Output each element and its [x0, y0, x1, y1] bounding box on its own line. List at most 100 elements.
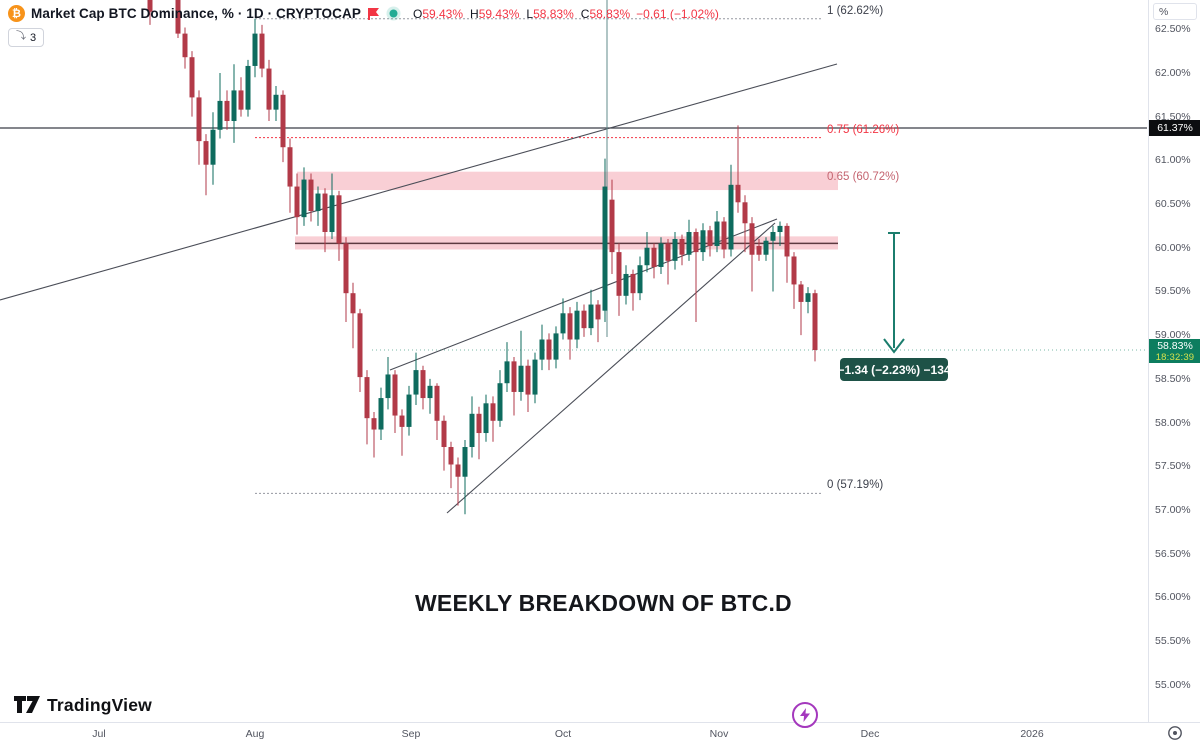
- time-tick-label: 2026: [1020, 728, 1044, 740]
- ohlc-item: L58.83%: [526, 6, 574, 21]
- candle-body: [602, 186, 608, 311]
- trendline[interactable]: [446, 222, 776, 514]
- candle-body: [763, 240, 769, 255]
- trendline[interactable]: [0, 63, 838, 301]
- fib-level-label[interactable]: 0.75 (61.26%): [827, 123, 900, 136]
- gear-icon: [1168, 726, 1182, 740]
- price-tick-label: 62.50%: [1155, 23, 1191, 36]
- candle-body: [644, 247, 650, 266]
- candle-body: [532, 359, 538, 395]
- candle-body: [434, 385, 440, 421]
- object-tree-collapse-button[interactable]: ⤵ 3: [8, 28, 45, 47]
- candle-body: [679, 238, 685, 255]
- candle-body: [791, 256, 797, 285]
- candle-body: [448, 447, 454, 465]
- candle-body: [784, 225, 790, 257]
- candle-body: [238, 90, 244, 110]
- candle-body: [609, 199, 615, 253]
- time-tick-label: Dec: [860, 728, 880, 740]
- price-tick-label: 59.50%: [1155, 285, 1191, 298]
- tradingview-logo-text: TradingView: [47, 695, 152, 715]
- candle-body: [294, 186, 300, 218]
- candle-body: [371, 418, 377, 430]
- price-tick-label: 55.50%: [1155, 635, 1191, 648]
- price-axis[interactable]: % 62.50% 62.00% 61.50% 61.00% 60.50% 60.00% 59…: [1148, 0, 1200, 722]
- ohlc-item: H59.43%: [470, 6, 520, 21]
- price-tick-label: 55.00%: [1155, 678, 1191, 691]
- candle-body: [749, 223, 755, 255]
- candle-body: [616, 252, 622, 296]
- candle-body: [742, 202, 748, 224]
- candle-body: [476, 413, 482, 434]
- candle-body: [504, 361, 510, 384]
- price-unit-button[interactable]: %: [1153, 3, 1197, 20]
- candle-body: [686, 232, 692, 255]
- fib-level-label[interactable]: 1 (62.62%): [827, 4, 884, 17]
- candle-body: [266, 68, 272, 110]
- price-tick-label: 60.00%: [1155, 241, 1191, 254]
- status-dot-icon[interactable]: [386, 6, 401, 21]
- candle-body: [588, 304, 594, 329]
- candle-body: [441, 420, 447, 448]
- candle-body: [378, 398, 384, 430]
- axis-settings-button[interactable]: [1164, 722, 1186, 744]
- candle-body: [322, 193, 328, 233]
- price-tick-label: 57.50%: [1155, 460, 1191, 473]
- fib-level-label[interactable]: 0.65 (60.72%): [827, 170, 900, 183]
- candle-body: [329, 195, 335, 233]
- bar-close-countdown: 18:32:39: [1155, 352, 1195, 363]
- chevron-down-icon: ⤵: [16, 30, 26, 42]
- candle-body: [301, 179, 307, 218]
- candle-body: [756, 245, 762, 255]
- candle-body: [483, 403, 489, 434]
- candle-body: [336, 195, 342, 244]
- candle-body: [210, 129, 216, 165]
- ohlc-values: O59.43% H59.43% L58.83% C58.83%: [413, 7, 630, 21]
- candle-body: [546, 339, 552, 360]
- tradingview-logo[interactable]: TradingView: [14, 695, 152, 716]
- candle-body: [770, 232, 776, 241]
- symbol-title[interactable]: Market Cap BTC Dominance, % · 1D · CRYPT…: [31, 6, 361, 21]
- candle-body: [420, 370, 426, 399]
- tradingview-logo-icon: [14, 695, 40, 713]
- candle-body: [462, 447, 468, 477]
- candle-body: [189, 57, 195, 98]
- fib-level-label[interactable]: 0 (57.19%): [827, 479, 884, 492]
- price-tick-label: 59.00%: [1155, 329, 1191, 342]
- candle-body: [287, 147, 293, 187]
- candle-body: [574, 310, 580, 340]
- candle-body: [385, 374, 391, 399]
- price-tick-label: 60.50%: [1155, 198, 1191, 211]
- flag-icon[interactable]: [367, 7, 380, 21]
- price-tick-label: 57.00%: [1155, 503, 1191, 516]
- candle-body: [252, 33, 258, 66]
- candle-body: [672, 238, 678, 261]
- measure-label-badge[interactable]: −1.34 (−2.23%) −134: [837, 358, 951, 381]
- candle-body: [308, 179, 314, 212]
- candle-body: [364, 377, 370, 419]
- candle-body: [350, 293, 356, 314]
- time-axis[interactable]: Jul Aug Sep Oct Nov Dec 2026: [0, 722, 1200, 745]
- candle-body: [693, 232, 699, 253]
- candle-body: [406, 394, 412, 427]
- candle-body: [525, 365, 531, 395]
- price-line-axis-badge: 61.37%: [1149, 120, 1200, 136]
- change-value: −0.61 (−1.02%): [636, 6, 719, 21]
- candle-body: [343, 243, 349, 294]
- candle-body: [714, 221, 720, 246]
- candle-body: [455, 464, 461, 477]
- last-price-value: 58.83%: [1157, 340, 1193, 352]
- last-price-axis-badge: 58.83% 18:32:39: [1149, 339, 1200, 363]
- candle-body: [147, 0, 153, 12]
- candle-body: [553, 333, 559, 360]
- candlestick-chart-canvas[interactable]: [0, 0, 1148, 722]
- resistance-band[interactable]: [297, 171, 838, 191]
- candle-body: [497, 383, 503, 421]
- price-tick-label: 62.00%: [1155, 66, 1191, 79]
- quick-action-bolt-button[interactable]: [792, 702, 818, 728]
- lightning-bolt-icon: [800, 708, 810, 722]
- ohlc-item: C58.83%: [580, 6, 631, 21]
- candle-body: [392, 374, 398, 416]
- price-tick-label: 58.50%: [1155, 372, 1191, 385]
- candle-body: [224, 100, 230, 122]
